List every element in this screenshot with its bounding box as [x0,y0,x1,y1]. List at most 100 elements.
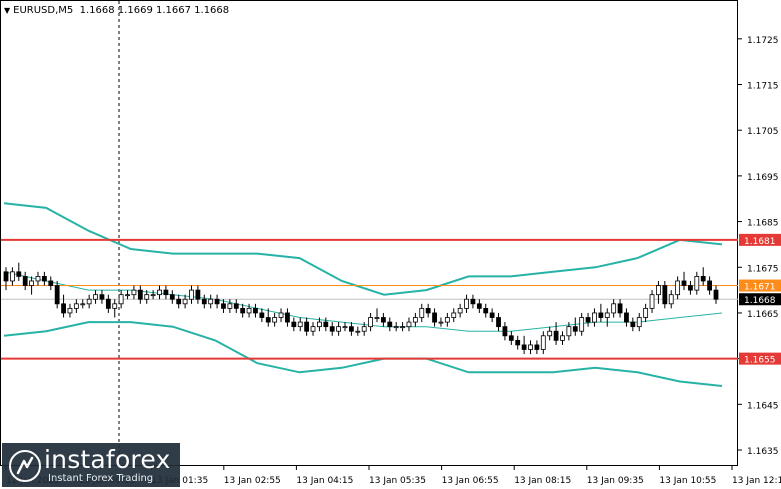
candle-body [131,289,137,296]
y-tick-label: 1.1645 [747,401,779,411]
x-tick-label: 13 Jan 10:55 [659,476,716,486]
candle-body [163,289,169,296]
candle-body [624,312,629,323]
candle-body [400,326,405,329]
candle-body [150,294,156,297]
level-tag-1.1668: 1.1668 [744,296,776,306]
candle-body [208,298,214,305]
candle-body [406,321,412,328]
candle-body [54,285,60,305]
candle-body [380,317,386,323]
candle-body [144,294,150,300]
y-tick-label: 1.1675 [747,264,779,274]
candle-body [253,307,258,314]
candle-body [157,289,162,296]
candle-body [29,280,34,286]
candle-body [195,289,201,300]
level-tag-bg [739,279,781,292]
candle-body [528,344,533,350]
candle-body [681,280,687,286]
candle-body [349,326,354,332]
candle-body [240,307,246,314]
bollinger-upper [3,202,723,296]
candle-body [643,307,649,318]
candle-body [476,303,482,309]
candle-body [374,317,380,319]
candle-body [713,289,719,300]
candle-body [464,298,469,309]
candle-body [425,307,431,314]
candle-body [112,303,118,309]
level-tag-1.1671: 1.1671 [744,283,776,293]
level-tag-1.1681: 1.1681 [744,237,776,247]
candle-body [189,289,194,300]
candle-body [336,326,342,332]
candle-body [93,294,98,300]
candle-body [604,312,610,318]
candle-body [86,298,92,305]
candle-body [125,294,130,297]
x-tick-label: 13 Jan 09:35 [587,476,644,486]
candle-body [451,312,457,318]
candle-body [688,285,693,291]
candle-body [444,317,450,323]
candle-body [41,276,47,282]
candle-body [265,317,271,323]
candle-body [355,330,361,333]
ohlc-readout: 1.1668 1.1669 1.1667 1.1668 [79,5,230,16]
level-tag-bg [739,352,781,365]
candle-body [636,317,642,328]
candle-body [246,307,252,314]
candle-body [540,335,546,350]
candle-body [553,330,559,341]
dropdown-triangle-icon[interactable]: ▼ [4,6,11,15]
x-tick-label: 13 Jan 04:15 [296,476,353,486]
candle-body [48,280,54,286]
candle-body [278,312,284,318]
candle-body [617,303,623,314]
candle-body [547,330,553,337]
candle-body [323,321,329,328]
candle-body [221,303,226,309]
y-tick-label: 1.1685 [747,219,779,229]
y-tick-label: 1.1705 [747,127,779,137]
chart-header: ▼ EURUSD,M5 1.1668 1.1669 1.1667 1.1668 [4,5,229,16]
candle-body [169,294,175,300]
candle-body [572,326,578,332]
candle-body [470,298,476,305]
candle-body [694,276,700,291]
candle-body [99,294,105,300]
plot-frame [0,0,738,466]
candle-body [16,271,22,277]
candle-body [67,307,73,314]
candle-body [61,303,66,314]
level-tag-1.1655: 1.1655 [744,356,776,366]
level-tag-bg [739,293,781,306]
y-tick-label: 1.1725 [747,36,779,46]
instaforex-mark-icon [9,450,41,482]
candle-body [22,276,28,286]
candle-body [291,321,297,328]
x-tick-label: 13 Jan 08:15 [514,476,571,486]
bollinger-lower [3,321,723,387]
y-tick-label: 1.1715 [747,82,779,92]
candle-body [668,294,674,305]
candle-body [502,326,508,337]
candle-body [201,298,207,305]
candle-body [483,307,489,314]
bollinger-middle [3,271,723,332]
candle-body [508,335,514,341]
candle-body [412,317,418,323]
symbol-label: EURUSD,M5 [13,5,74,16]
candle-body [700,276,706,282]
candle-body [560,335,565,341]
candle-body [304,321,310,332]
candle-body [489,312,495,318]
candle-body [496,317,501,328]
candle-body [80,303,86,306]
candle-body [137,289,143,300]
x-tick-label: 13 Jan 12:15 [732,476,781,486]
candle-body [297,321,303,328]
candle-body [675,280,681,296]
